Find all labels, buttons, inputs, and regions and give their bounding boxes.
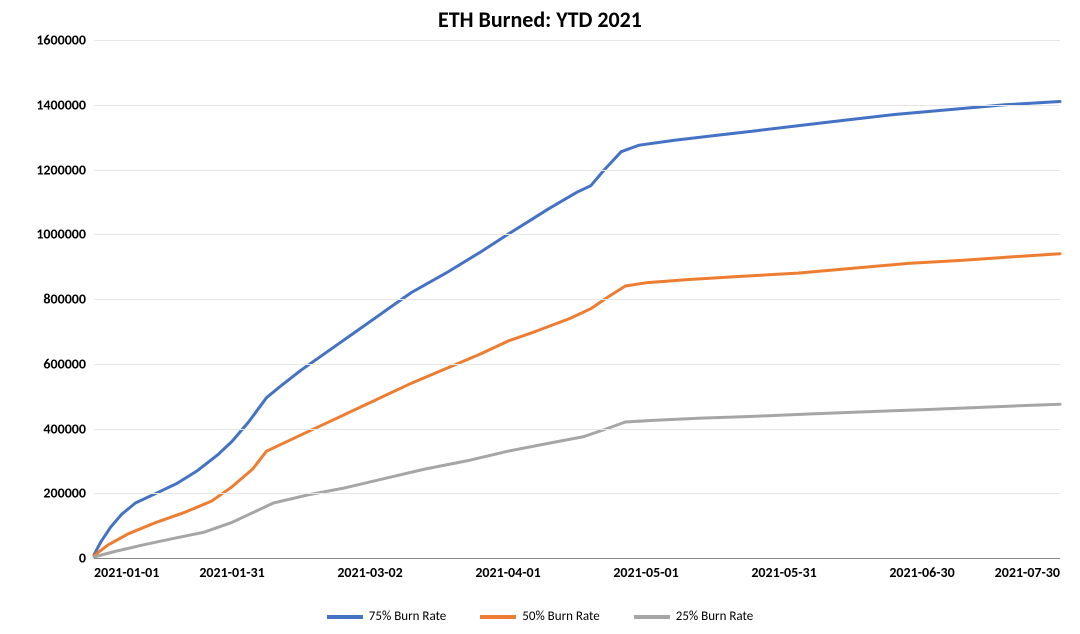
y-tick-label: 200000 [43, 485, 94, 502]
legend-label: 75% Burn Rate [369, 609, 446, 624]
legend-item: 50% Burn Rate [480, 609, 599, 624]
x-tick-label: 2021-07-30 [995, 558, 1060, 581]
legend-item: 75% Burn Rate [327, 609, 446, 624]
legend-swatch [327, 615, 363, 619]
gridline [94, 299, 1060, 300]
gridline [94, 40, 1060, 41]
gridline [94, 493, 1060, 494]
x-axis-line [94, 558, 1060, 559]
y-tick-label: 400000 [43, 420, 94, 437]
chart-legend: 75% Burn Rate 50% Burn Rate 25% Burn Rate [0, 609, 1080, 624]
x-tick-label: 2021-05-01 [613, 558, 678, 581]
chart-container: ETH Burned: YTD 2021 0200000400000600000… [0, 0, 1080, 634]
y-tick-label: 1600000 [36, 32, 94, 49]
x-tick-label: 2021-01-01 [94, 558, 159, 581]
legend-item: 25% Burn Rate [634, 609, 753, 624]
legend-label: 50% Burn Rate [522, 609, 599, 624]
plot-area: 0200000400000600000800000100000012000001… [94, 40, 1060, 558]
y-tick-label: 1200000 [36, 161, 94, 178]
gridline [94, 170, 1060, 171]
y-tick-label: 600000 [43, 355, 94, 372]
chart-title: ETH Burned: YTD 2021 [0, 6, 1080, 33]
x-tick-label: 2021-05-31 [751, 558, 816, 581]
gridline [94, 234, 1060, 235]
y-tick-label: 1400000 [36, 96, 94, 113]
y-tick-label: 800000 [43, 291, 94, 308]
gridline [94, 429, 1060, 430]
legend-swatch [634, 615, 670, 619]
y-tick-label: 1000000 [36, 226, 94, 243]
x-tick-label: 2021-03-02 [337, 558, 402, 581]
x-tick-label: 2021-06-30 [889, 558, 954, 581]
legend-label: 25% Burn Rate [676, 609, 753, 624]
x-tick-label: 2021-04-01 [475, 558, 540, 581]
gridline [94, 105, 1060, 106]
legend-swatch [480, 615, 516, 619]
x-tick-label: 2021-01-31 [199, 558, 264, 581]
y-tick-label: 0 [79, 550, 94, 567]
gridline [94, 364, 1060, 365]
